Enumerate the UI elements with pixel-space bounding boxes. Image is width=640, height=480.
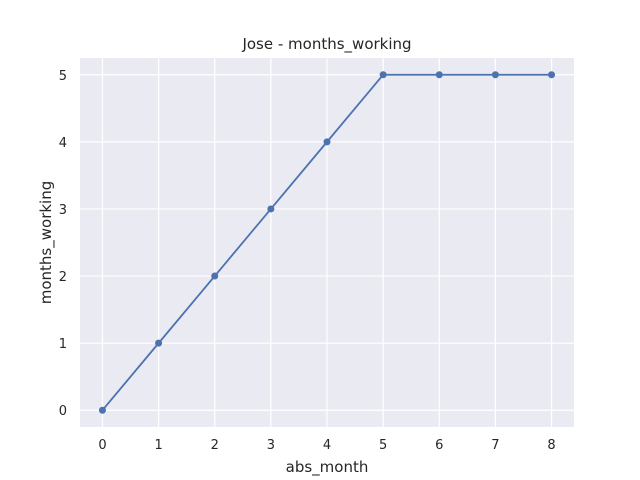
data-point <box>211 272 219 280</box>
y-tick-labels: 0 1 2 3 4 5 <box>59 69 67 419</box>
data-point <box>435 71 443 79</box>
chart-title: Jose - months_working <box>241 35 411 54</box>
y-tick-label: 0 <box>59 404 67 419</box>
x-tick-label: 6 <box>435 438 443 453</box>
data-point <box>155 339 163 347</box>
y-tick-label: 2 <box>59 270 67 285</box>
x-tick-label: 1 <box>154 438 162 453</box>
x-tick-label: 4 <box>323 438 331 453</box>
x-axis-title: abs_month <box>286 458 369 477</box>
data-point <box>379 71 387 79</box>
x-tick-label: 7 <box>491 438 499 453</box>
y-tick-label: 4 <box>59 136 67 151</box>
y-tick-label: 5 <box>59 69 67 84</box>
x-tick-label: 0 <box>98 438 106 453</box>
data-point <box>548 71 556 79</box>
y-axis-title: months_working <box>37 181 56 305</box>
data-point <box>98 406 106 414</box>
data-point <box>491 71 499 79</box>
x-tick-label: 5 <box>379 438 387 453</box>
data-point <box>267 205 275 213</box>
x-tick-label: 3 <box>267 438 275 453</box>
y-tick-label: 1 <box>59 337 67 352</box>
y-tick-label: 3 <box>59 203 67 218</box>
x-tick-label: 2 <box>211 438 219 453</box>
x-tick-label: 8 <box>547 438 555 453</box>
series-group <box>98 71 556 414</box>
data-point <box>323 138 331 146</box>
x-tick-labels: 0 1 2 3 4 5 6 7 8 <box>98 438 555 453</box>
